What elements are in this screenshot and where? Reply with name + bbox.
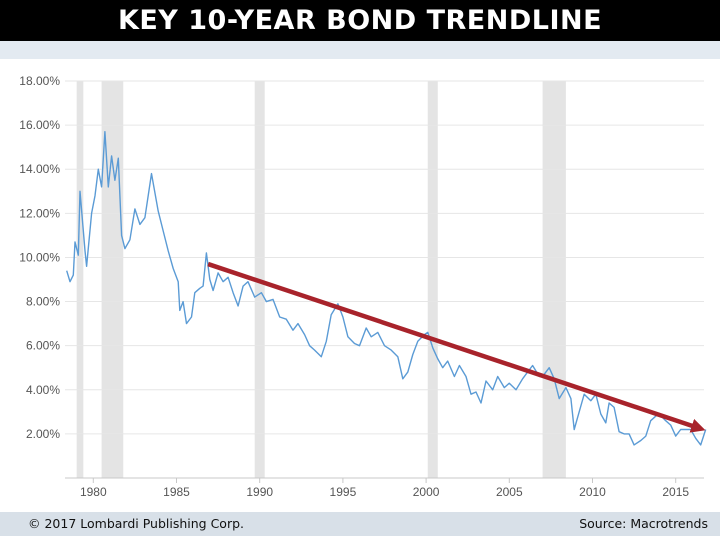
yield-line	[66, 130, 707, 446]
yield-series	[66, 130, 707, 446]
x-tick-label: 1980	[80, 485, 107, 499]
recession-band	[427, 81, 438, 478]
trendline-group	[207, 261, 706, 433]
y-tick-label: 16.00%	[19, 118, 60, 132]
x-tick-label: 1990	[246, 485, 273, 499]
bond-yield-chart: 2.00% 4.00% 6.00% 8.00% 10.00% 12.00% 14.00% 16…	[19, 74, 707, 499]
copyright-text: © 2017 Lombardi Publishing Corp.	[28, 516, 245, 531]
recession-bands	[76, 81, 566, 478]
recession-band	[101, 81, 124, 478]
recession-band	[542, 81, 566, 478]
y-tick-label: 6.00%	[26, 339, 60, 353]
y-tick-label: 4.00%	[26, 383, 60, 397]
title-underbar	[0, 41, 720, 59]
x-tick-label: 2010	[579, 485, 606, 499]
axes: 2.00% 4.00% 6.00% 8.00% 10.00% 12.00% 14.00% 16…	[19, 74, 704, 499]
y-tick-label: 18.00%	[19, 74, 60, 88]
x-tick-label: 2015	[662, 485, 689, 499]
y-tick-label: 8.00%	[26, 295, 60, 309]
y-tick-label: 12.00%	[19, 206, 60, 220]
x-tick-label: 2000	[413, 485, 440, 499]
gridlines	[65, 80, 704, 435]
y-tick-label: 2.00%	[26, 427, 60, 441]
recession-band	[76, 81, 84, 478]
footer: © 2017 Lombardi Publishing Corp. Source:…	[0, 512, 720, 536]
chart-title: KEY 10-YEAR BOND TRENDLINE	[0, 0, 720, 41]
y-tick-label: 14.00%	[19, 162, 60, 176]
x-tick-label: 1985	[163, 485, 190, 499]
y-tick-label: 10.00%	[19, 250, 60, 264]
trendline-arrow	[207, 261, 706, 433]
x-tick-label: 1995	[330, 485, 357, 499]
x-tick-label: 2005	[496, 485, 523, 499]
source-text: Source: Macrotrends	[579, 516, 708, 531]
